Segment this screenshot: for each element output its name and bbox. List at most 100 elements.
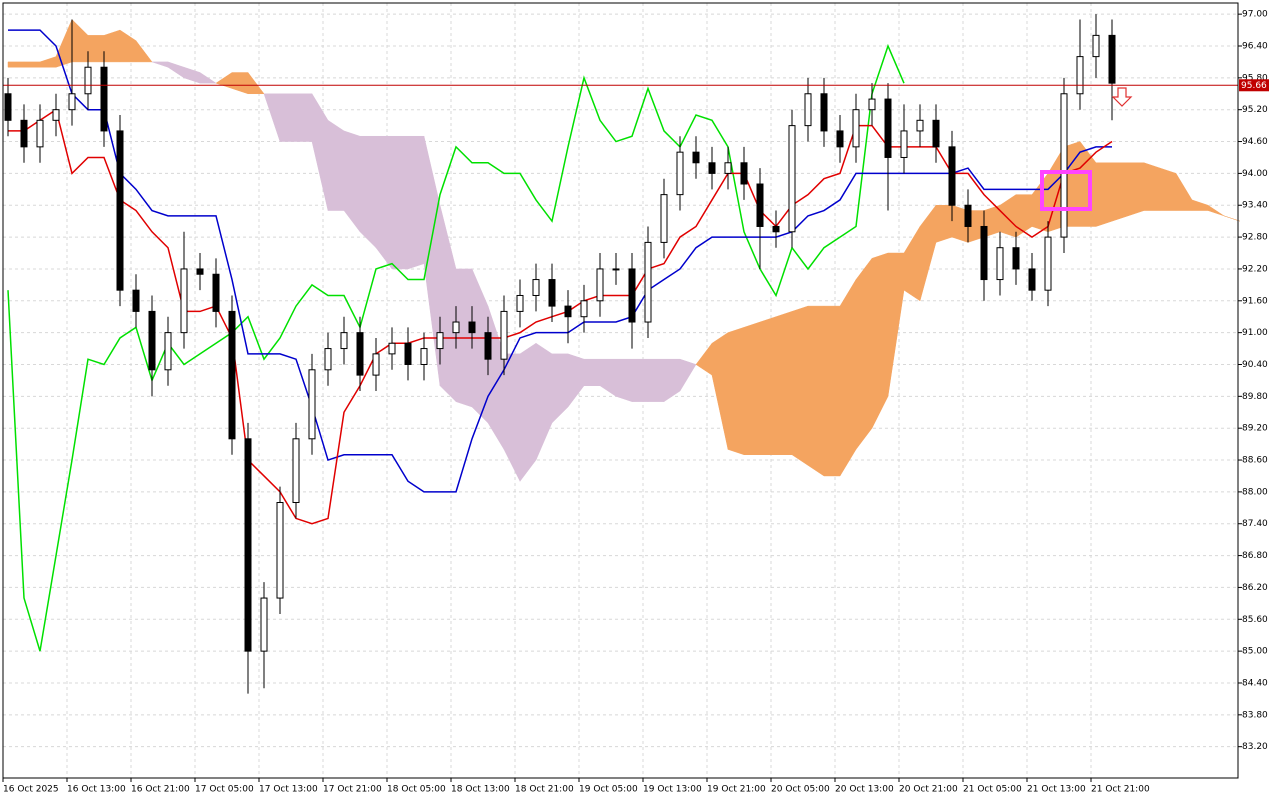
cloud-segment <box>519 342 537 483</box>
candle-body <box>692 151 700 164</box>
y-tick-label: 89.20 <box>1242 424 1268 434</box>
indicator-line <box>7 43 905 652</box>
x-tick-label: 17 Oct 21:00 <box>323 785 382 795</box>
y-tick-label: 97.00 <box>1242 10 1268 20</box>
y-tick-label: 92.20 <box>1242 264 1268 274</box>
x-tick-label: 19 Oct 13:00 <box>643 785 702 795</box>
candle-body <box>20 119 28 148</box>
candle-body <box>308 369 316 440</box>
candle-body <box>196 268 204 275</box>
candle-body <box>452 321 460 334</box>
candle-body <box>612 268 620 271</box>
candle-body <box>852 109 860 148</box>
x-tick-label: 18 Oct 21:00 <box>515 785 574 795</box>
candle-body <box>628 268 636 323</box>
cloud-segment <box>23 61 41 68</box>
cloud-segment <box>103 29 121 63</box>
cloud-segment <box>839 278 857 477</box>
candle-body <box>660 194 668 243</box>
candle-body <box>996 247 1004 281</box>
candle-body <box>1044 236 1052 291</box>
x-tick-label: 21 Oct 21:00 <box>1091 785 1150 795</box>
x-tick-label: 20 Oct 21:00 <box>899 785 958 795</box>
y-tick-label: 95.80 <box>1242 73 1268 83</box>
indicator-line <box>8 29 1112 493</box>
candle-body <box>820 93 828 132</box>
candle-body <box>788 125 796 233</box>
y-tick-label: 85.00 <box>1242 647 1268 657</box>
cloud-segment <box>615 358 633 402</box>
cloud-segment <box>631 358 649 402</box>
cloud-segment <box>1143 162 1161 211</box>
cloud-segment <box>1207 204 1225 217</box>
cloud-segment <box>279 93 297 142</box>
y-tick-label: 94.60 <box>1242 137 1268 147</box>
candle-body <box>420 348 428 365</box>
candle-body <box>948 146 956 206</box>
y-tick-label: 85.60 <box>1242 615 1268 625</box>
x-tick-label: 21 Oct 05:00 <box>963 785 1022 795</box>
cloud-segment <box>855 257 873 451</box>
candle-body <box>132 289 140 312</box>
price-tag <box>1239 79 1269 92</box>
cloud-segment <box>775 311 793 455</box>
y-tick-label: 91.60 <box>1242 296 1268 306</box>
x-tick-label: 18 Oct 13:00 <box>451 785 510 795</box>
y-tick-label: 83.20 <box>1242 742 1268 752</box>
y-tick-label: 90.40 <box>1242 360 1268 370</box>
cloud-segment <box>1127 162 1145 217</box>
candle-body <box>644 241 652 323</box>
cloud-segment <box>759 316 777 455</box>
y-tick-label: 86.20 <box>1242 583 1268 593</box>
candle-body <box>596 268 604 302</box>
cloud-segment <box>135 39 153 63</box>
cloud-segment <box>807 305 825 477</box>
y-tick-label: 86.80 <box>1242 551 1268 561</box>
candle-body <box>468 321 476 334</box>
cloud-segment <box>743 321 761 455</box>
cloud-segment <box>407 135 425 270</box>
y-tick-label: 84.40 <box>1242 678 1268 688</box>
candle-body <box>580 300 588 318</box>
candle-body <box>868 98 876 111</box>
x-tick-label: 17 Oct 05:00 <box>195 785 254 795</box>
cloud-segment <box>199 72 217 84</box>
candle-body <box>884 98 892 158</box>
cloud-segment <box>1111 162 1129 222</box>
x-tick-label: 20 Oct 05:00 <box>771 785 830 795</box>
candle-body <box>724 162 732 174</box>
candle-body <box>164 332 172 371</box>
candle-body <box>756 183 764 227</box>
y-tick-label: 91.00 <box>1242 328 1268 338</box>
candle-body <box>36 119 44 148</box>
x-tick-label: 16 Oct 13:00 <box>67 785 126 795</box>
candle-body <box>404 342 412 365</box>
candle-body <box>116 130 124 291</box>
candle-body <box>980 225 988 281</box>
sell-arrow <box>1111 87 1133 107</box>
y-tick-label: 87.40 <box>1242 519 1268 529</box>
plot-border <box>2 2 1239 779</box>
candle-body <box>180 268 188 334</box>
cloud-segment <box>791 305 809 466</box>
cloud-segment <box>583 358 601 386</box>
candle-body <box>388 342 396 355</box>
candle-body <box>356 332 364 376</box>
candle-body <box>1060 93 1068 238</box>
candle-body <box>100 66 108 132</box>
x-tick-label: 17 Oct 13:00 <box>259 785 318 795</box>
candle-body <box>836 130 844 148</box>
candle-body <box>532 279 540 296</box>
candle-body <box>484 332 492 360</box>
cloud-segment <box>727 326 745 456</box>
y-tick-label: 96.40 <box>1242 41 1268 51</box>
y-tick-label: 88.00 <box>1242 487 1268 497</box>
indicator-line <box>8 108 1113 525</box>
cloud-segment <box>247 71 265 95</box>
y-tick-label: 83.80 <box>1242 710 1268 720</box>
candle-body <box>740 162 748 185</box>
x-tick-label: 19 Oct 05:00 <box>579 785 638 795</box>
candle-body <box>548 279 556 307</box>
cloud-segment <box>87 35 105 63</box>
x-tick-label: 16 Oct 2025 <box>3 785 59 795</box>
